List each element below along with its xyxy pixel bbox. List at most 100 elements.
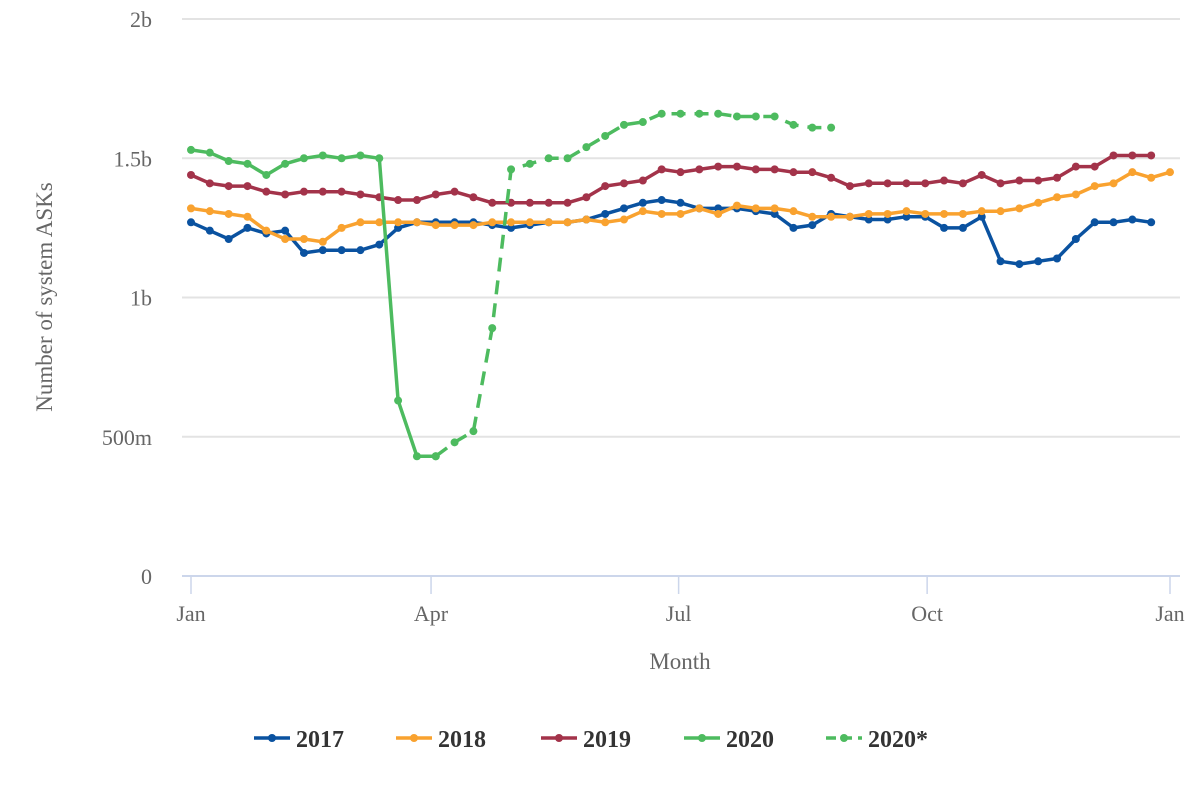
data-point: [450, 221, 459, 230]
data-point: [676, 198, 685, 207]
data-point: [902, 179, 911, 188]
data-point: [507, 165, 516, 174]
data-point: [1053, 193, 1062, 202]
series-line: [190, 198, 1152, 266]
data-point: [676, 109, 685, 118]
data-point: [1053, 254, 1062, 263]
data-point: [412, 218, 421, 227]
data-point: [262, 170, 271, 179]
data-point: [318, 187, 327, 196]
data-point: [751, 112, 760, 121]
data-point: [1147, 151, 1156, 160]
data-point: [224, 209, 233, 218]
data-point: [544, 218, 553, 227]
data-point: [751, 204, 760, 213]
data-point: [1128, 151, 1137, 160]
data-point: [356, 151, 365, 160]
data-point: [243, 212, 252, 221]
gridlines: [182, 18, 1180, 438]
data-point: [657, 109, 666, 118]
data-point: [1128, 168, 1137, 177]
x-tick-label: Jan: [1155, 601, 1184, 626]
series-line: [434, 111, 832, 458]
data-point: [996, 257, 1005, 266]
data-point: [488, 324, 497, 333]
x-axis-title: Month: [649, 649, 711, 674]
legend-item-2020[interactable]: 2020: [684, 727, 774, 753]
data-point: [356, 246, 365, 255]
data-point: [827, 173, 836, 182]
legend-marker-icon: [840, 734, 848, 742]
data-point: [1015, 204, 1024, 213]
data-point: [281, 190, 290, 199]
data-point: [243, 159, 252, 168]
legend-label: 2020*: [868, 727, 928, 753]
data-point: [412, 452, 421, 461]
data-point: [714, 109, 723, 118]
data-point: [657, 196, 666, 205]
data-point: [1090, 162, 1099, 171]
data-point: [883, 209, 892, 218]
data-point: [187, 170, 195, 179]
data-point: [525, 218, 534, 227]
data-point: [770, 165, 779, 174]
y-tick-label: 500m: [102, 425, 152, 450]
legend-item-2017[interactable]: 2017: [254, 727, 344, 753]
data-point: [299, 248, 308, 257]
data-point: [770, 209, 779, 218]
data-point: [1015, 176, 1024, 185]
data-point: [431, 190, 440, 199]
data-point: [431, 221, 440, 230]
data-point: [187, 145, 195, 154]
data-point: [563, 154, 572, 163]
series-2020: [187, 145, 440, 461]
data-point: [732, 201, 741, 210]
data-point: [883, 179, 892, 188]
data-point: [789, 120, 798, 129]
data-point: [827, 123, 836, 132]
data-point: [563, 218, 572, 227]
data-point: [224, 235, 233, 244]
legend-item-2020-projected[interactable]: 2020*: [826, 727, 928, 753]
data-point: [1071, 190, 1080, 199]
data-point: [808, 212, 817, 221]
data-point: [243, 182, 252, 191]
data-point: [601, 131, 610, 140]
legend-label: 2017: [296, 727, 344, 753]
data-point: [394, 223, 403, 232]
data-point: [789, 207, 798, 216]
series-2018: [187, 168, 1174, 246]
data-point: [695, 204, 704, 213]
data-point: [1071, 235, 1080, 244]
data-point: [845, 212, 854, 221]
data-point: [299, 187, 308, 196]
data-point: [845, 182, 854, 191]
data-point: [375, 154, 384, 163]
data-point: [620, 215, 629, 224]
data-point: [638, 118, 647, 127]
data-point: [337, 154, 346, 163]
data-point: [507, 218, 516, 227]
data-point: [864, 209, 873, 218]
data-point: [281, 159, 290, 168]
data-point: [356, 190, 365, 199]
x-axis-tick-labels: Jan Apr Jul Oct Jan: [176, 601, 1184, 626]
legend-item-2018[interactable]: 2018: [396, 727, 486, 753]
series-2019: [187, 151, 1156, 207]
data-point: [620, 179, 629, 188]
data-point: [224, 182, 233, 191]
y-tick-label: 2b: [130, 7, 152, 32]
data-point: [1015, 260, 1024, 269]
data-point: [958, 179, 967, 188]
data-point: [601, 218, 610, 227]
x-tick-label: Jan: [176, 601, 205, 626]
data-point: [601, 182, 610, 191]
data-point: [318, 237, 327, 246]
data-point: [808, 123, 817, 132]
data-point: [657, 209, 666, 218]
data-point: [205, 226, 214, 235]
legend-label: 2020: [726, 727, 774, 753]
data-point: [318, 151, 327, 160]
legend-item-2019[interactable]: 2019: [541, 727, 631, 753]
